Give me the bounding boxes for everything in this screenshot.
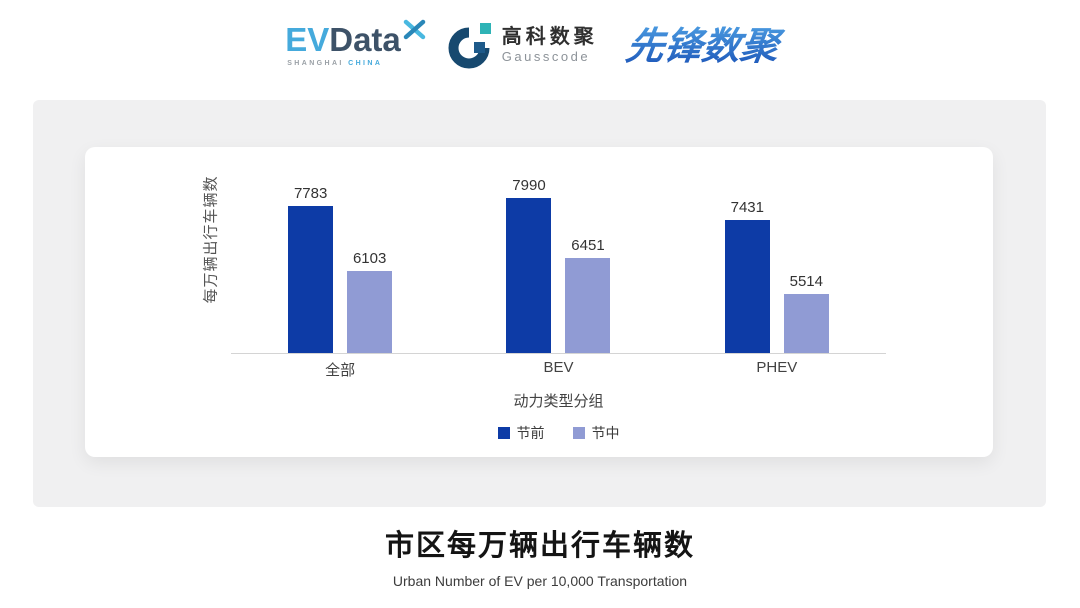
evdata-logo: EV Data SHANGHAI CHINA (285, 19, 426, 67)
bar-value-label: 7990 (512, 177, 546, 195)
plot-area: 7783 6103 7990 6451 7431 5514 (231, 147, 886, 354)
bar-节前-PHEV (724, 219, 770, 353)
evdata-data-text: Data (329, 21, 401, 58)
evdata-tagline-china: CHINA (348, 60, 383, 67)
gausscode-mark-icon (448, 23, 491, 69)
bar-value-label: 6451 (571, 236, 605, 254)
bar-节中-BEV (565, 257, 611, 353)
legend: 节前 节中 (231, 423, 886, 443)
bar-wrap: 5514 (783, 273, 829, 353)
bar-value-label: 7783 (293, 185, 328, 203)
bar-节中-全部 (347, 271, 393, 353)
evdata-tagline-shanghai: SHANGHAI (287, 60, 344, 67)
evdata-wordmark: EV Data (285, 19, 426, 58)
legend-label: 节前 (516, 425, 545, 441)
caption: 市区每万辆出行车辆数 Urban Number of EV per 10,000… (0, 522, 1080, 589)
evdata-star-icon (403, 19, 426, 40)
gausscode-name-en: Gausscode (501, 49, 591, 64)
gausscode-wordmark: 高科数聚 Gausscode (502, 26, 598, 64)
chart-panel: 每万辆出行车辆数 7783 6103 7990 6451 7431 5514 全部 BEV P… (33, 100, 1046, 507)
bar-wrap: 7990 (506, 177, 552, 353)
pioneer-logo: 先锋数聚 (623, 25, 787, 68)
bar-wrap: 6451 (565, 236, 611, 353)
logo-bar: EV Data SHANGHAI CHINA 高科数聚 Gausscode (0, 19, 1080, 70)
bar-节中-PHEV (783, 294, 829, 353)
chart-card: 每万辆出行车辆数 7783 6103 7990 6451 7431 5514 全部 BEV P… (85, 147, 993, 457)
legend-item-节中: 节中 (572, 423, 620, 443)
bar-wrap: 7431 (724, 198, 770, 353)
bar-节前-BEV (506, 198, 552, 353)
bar-value-label: 6103 (352, 250, 387, 268)
gausscode-name-cn: 高科数聚 (501, 26, 598, 48)
bar-value-label: 5514 (789, 273, 823, 291)
category-label-BEV: BEV (543, 359, 574, 376)
category-label-全部: 全部 (325, 362, 356, 379)
evdata-tagline: SHANGHAI CHINA (285, 60, 426, 67)
legend-item-节前: 节前 (497, 423, 545, 443)
category-row: 全部 BEV PHEV (231, 359, 886, 380)
y-axis-label: 每万辆出行车辆数 (202, 175, 220, 304)
bar-group-全部: 7783 6103 (231, 147, 449, 353)
legend-swatch-icon (497, 427, 510, 439)
gausscode-logo: 高科数聚 Gausscode (448, 21, 598, 69)
bar-group-PHEV: 7431 5514 (668, 147, 886, 353)
x-axis-label: 动力类型分组 (513, 393, 604, 410)
bar-value-label: 7431 (730, 198, 764, 216)
category-label-PHEV: PHEV (756, 359, 798, 376)
bar-group-BEV: 7990 6451 (449, 147, 667, 353)
legend-label: 节中 (591, 425, 620, 441)
evdata-ev-text: EV (285, 21, 330, 58)
bar-节前-全部 (288, 206, 334, 353)
pioneer-wordmark: 先锋数聚 (623, 25, 787, 68)
caption-subtitle: Urban Number of EV per 10,000 Transporta… (392, 573, 688, 589)
bar-wrap: 7783 (288, 185, 334, 353)
bar-wrap: 6103 (347, 250, 393, 353)
legend-swatch-icon (572, 427, 585, 439)
caption-title: 市区每万辆出行车辆数 (384, 530, 695, 562)
